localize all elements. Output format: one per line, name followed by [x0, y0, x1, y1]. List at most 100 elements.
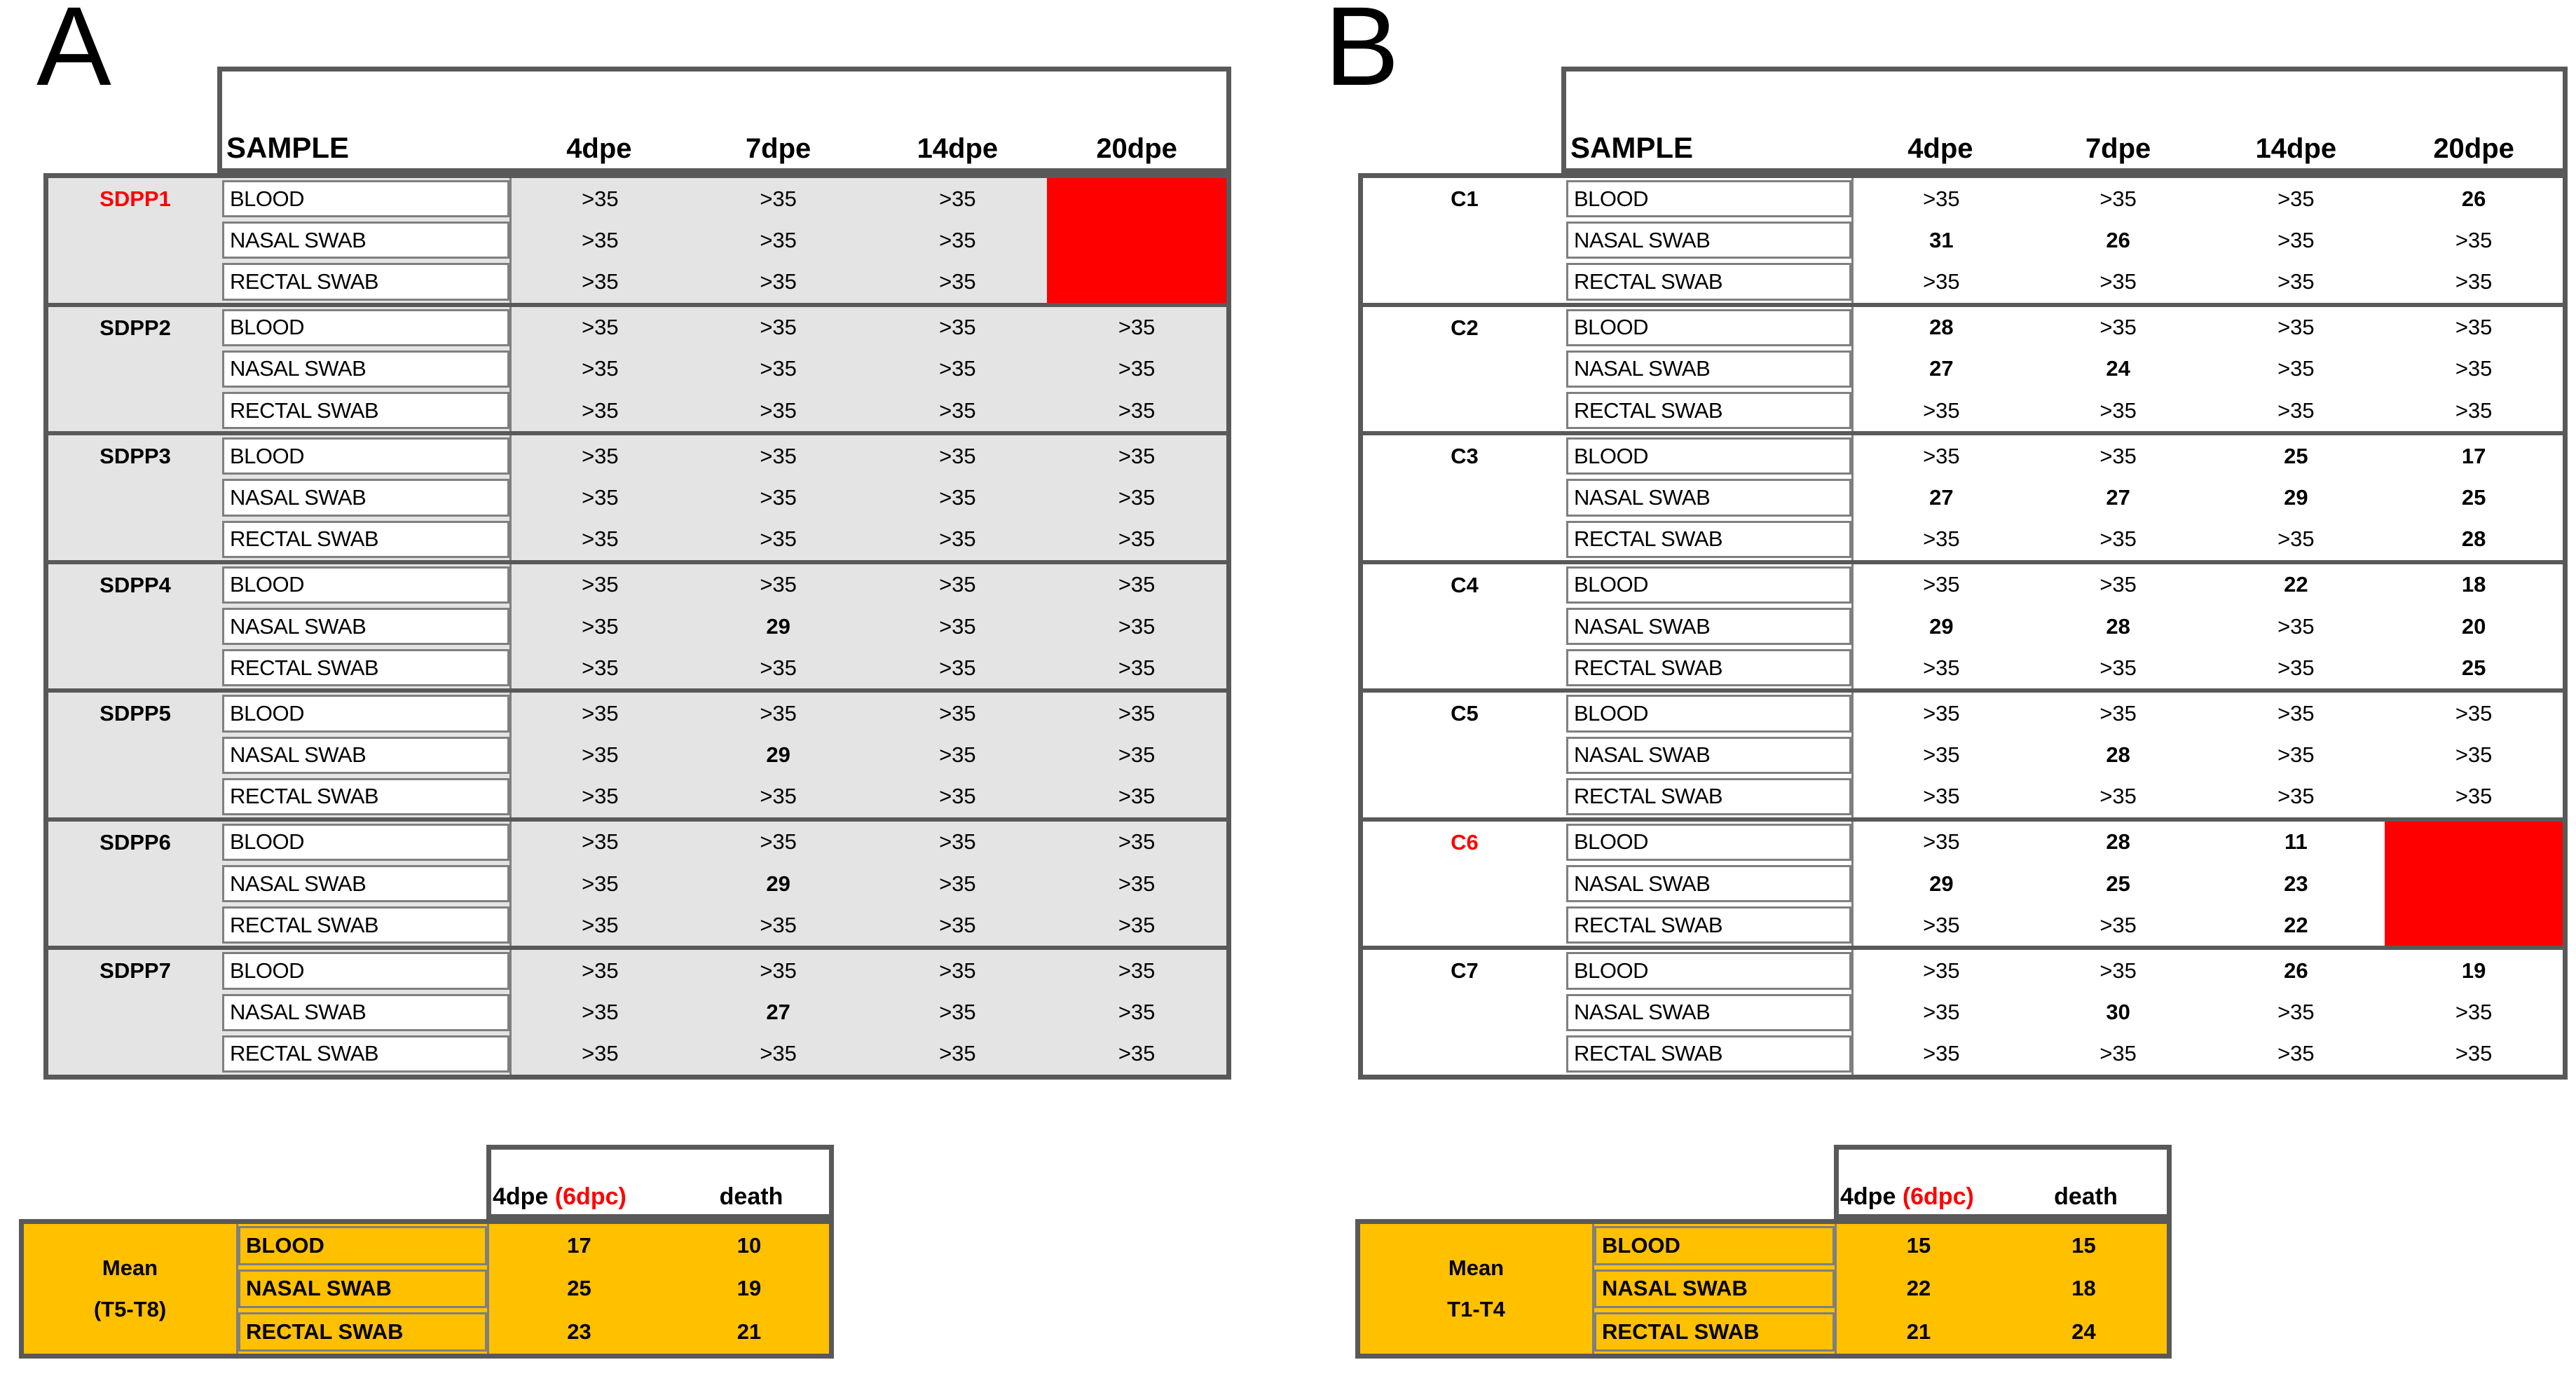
mean-group-label: Mean (T5-T8)	[24, 1224, 238, 1354]
ct-value-cell: 28	[2461, 526, 2486, 552]
sample-type-cell: BLOOD	[1566, 695, 1851, 733]
ct-value-cell: >35	[1118, 1041, 1156, 1066]
panel-a-mean-table-body: Mean (T5-T8) BLOOD 17 10 NASAL SWAB 25 19 RECTAL…	[19, 1219, 834, 1359]
ct-value-cell: >35	[509, 693, 689, 735]
ct-value-cell: >35	[939, 397, 976, 423]
mean-value-cell: 18	[2071, 1276, 2096, 1301]
mean-sample-type-cell: RECTAL SWAB	[238, 1312, 487, 1352]
ct-value-cell: >35	[2455, 397, 2493, 423]
sample-type-cell: RECTAL SWAB	[222, 520, 509, 558]
panel-a-mean-table-header: 4dpe (6dpc) death	[486, 1145, 834, 1219]
ct-value-cell: >35	[2455, 742, 2493, 768]
sample-group-sdpp1: SDPP1 BLOOD >35 >35 >35 NASAL SWAB >35 >35 >35 RE…	[48, 178, 1226, 303]
ct-value-cell: >35	[2455, 356, 2493, 381]
ct-value-cell: 18	[2461, 572, 2486, 597]
ct-value-cell: >35	[2455, 700, 2493, 726]
ct-value-cell: >35	[509, 734, 689, 776]
ct-value-cell: >35	[2277, 268, 2315, 294]
ct-value-cell: >35	[509, 518, 689, 560]
ct-value-cell: >35	[760, 700, 797, 726]
column-header-7dpe: 7dpe	[745, 133, 811, 164]
mean-header-dpc-note: (6dpc)	[554, 1183, 626, 1210]
sample-group-c7: C7 BLOOD >35 >35 26 19 NASAL SWAB >35 30 >35 >35 RE…	[1363, 946, 2563, 1075]
ct-value-cell: >35	[1118, 397, 1156, 423]
ct-value-cell: 30	[2106, 1000, 2130, 1025]
ct-value-cell: 27	[2106, 484, 2130, 510]
animal-id-label: SDPP6	[100, 829, 171, 855]
ct-value-cell: >35	[939, 484, 976, 510]
ct-value-cell: >35	[509, 435, 689, 477]
ct-value-cell: >35	[2277, 227, 2315, 252]
ct-value-cell: >35	[939, 912, 976, 937]
sample-type-cell: NASAL SWAB	[1566, 479, 1851, 517]
ct-value-cell: >35	[509, 775, 689, 817]
ct-value-cell: >35	[760, 1041, 797, 1066]
ct-value-cell: >35	[2277, 356, 2315, 381]
column-header-14dpe: 14dpe	[2255, 133, 2337, 164]
ct-value-cell: 29	[1851, 863, 2029, 905]
ct-value-cell: >35	[2099, 268, 2137, 294]
sample-type-cell: RECTAL SWAB	[1566, 649, 1851, 687]
sample-type-cell: NASAL SWAB	[1566, 993, 1851, 1031]
ct-value-cell: >35	[2277, 784, 2315, 809]
sample-type-cell: BLOOD	[1566, 437, 1851, 475]
sample-type-cell: RECTAL SWAB	[222, 1035, 509, 1073]
sample-group-c6: C6 BLOOD >35 28 11 NASAL SWAB 29 25 23 RECTAL SWA…	[1363, 817, 2563, 946]
sample-type-cell: RECTAL SWAB	[1566, 520, 1851, 558]
panel-b-mean-table-body: Mean T1-T4 BLOOD 15 15 NASAL SWAB 22 18 RECTAL S…	[1355, 1219, 2172, 1359]
ct-value-cell: >35	[939, 443, 976, 468]
ct-value-cell: 27	[1851, 348, 2029, 390]
mean-value-cell: 19	[737, 1276, 762, 1301]
sample-type-cell: BLOOD	[1566, 952, 1851, 990]
panel-b-mean-table-header: 4dpe (6dpc) death	[1834, 1145, 2172, 1219]
ct-value-cell: >35	[2099, 784, 2137, 809]
ct-value-cell: 22	[2284, 572, 2308, 597]
panel-b: B SAMPLE 4dpe 7dpe 14dpe 20dpe C1 BLOOD >35 >35…	[1288, 0, 2576, 1381]
ct-value-cell: >35	[1118, 829, 1156, 855]
ct-value-cell: >35	[2277, 315, 2315, 340]
sample-group-c2: C2 BLOOD 28 >35 >35 >35 NASAL SWAB 27 24 >35 >35 RE…	[1363, 302, 2563, 432]
mean-value-cell: 15	[1835, 1224, 2001, 1267]
ct-value-cell: 26	[2461, 186, 2486, 211]
sample-type-cell: RECTAL SWAB	[1566, 1035, 1851, 1073]
animal-id-label: SDPP2	[100, 315, 171, 340]
animal-id-label: C3	[1451, 444, 1479, 469]
sample-type-cell: RECTAL SWAB	[222, 263, 509, 301]
ct-value-cell: >35	[1851, 991, 2029, 1033]
mean-sample-type-cell: NASAL SWAB	[238, 1269, 487, 1309]
column-header-20dpe: 20dpe	[1096, 133, 1177, 164]
mean-header-death: death	[719, 1183, 783, 1210]
ct-value-cell: >35	[939, 315, 976, 340]
ct-value-cell: >35	[1118, 613, 1156, 639]
ct-value-cell: >35	[760, 315, 797, 340]
ct-value-cell: >35	[2277, 700, 2315, 726]
ct-value-cell: >35	[760, 655, 797, 680]
ct-value-cell: >35	[2455, 268, 2493, 294]
ct-value-cell: >35	[1851, 775, 2029, 817]
ct-value-cell: >35	[2277, 397, 2315, 423]
ct-value-cell: 25	[2106, 871, 2130, 896]
mean-group-label-line: Mean	[102, 1255, 158, 1280]
ct-value-cell: >35	[760, 268, 797, 294]
ct-value-cell: >35	[509, 306, 689, 348]
ct-value-cell: >35	[509, 477, 689, 519]
ct-value-cell: >35	[760, 784, 797, 809]
mean-header-death: death	[2054, 1183, 2118, 1210]
ct-value-cell: >35	[939, 958, 976, 984]
mean-value-cell: 22	[1835, 1267, 2001, 1311]
ct-value-cell: >35	[1851, 647, 2029, 689]
ct-value-cell: >35	[509, 389, 689, 432]
ct-value-cell: >35	[2099, 397, 2137, 423]
ct-value-cell: 31	[1851, 219, 2029, 261]
ct-value-cell: >35	[939, 700, 976, 726]
ct-value-cell: >35	[1118, 912, 1156, 937]
ct-value-cell: >35	[2277, 186, 2315, 211]
sample-group-sdpp5: SDPP5 BLOOD >35 >35 >35 >35 NASAL SWAB >35 29 >35…	[48, 688, 1226, 817]
ct-value-cell: 17	[2461, 443, 2486, 468]
column-header-sample: SAMPLE	[226, 131, 350, 164]
animal-id-label: SDPP3	[100, 444, 171, 469]
sample-type-cell: BLOOD	[222, 823, 509, 862]
mean-value-cell: 24	[2071, 1319, 2096, 1345]
ct-value-cell: >35	[1851, 261, 2029, 303]
sample-type-cell: BLOOD	[1566, 308, 1851, 346]
